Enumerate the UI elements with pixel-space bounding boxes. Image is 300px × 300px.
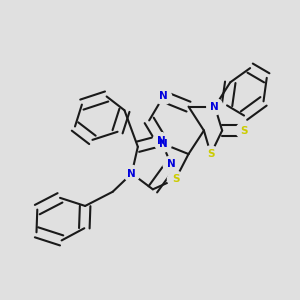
Circle shape: [203, 146, 219, 162]
Circle shape: [163, 156, 179, 172]
Circle shape: [153, 133, 169, 149]
Circle shape: [124, 165, 140, 182]
Text: N: N: [159, 139, 168, 149]
Text: N: N: [128, 169, 136, 178]
Circle shape: [236, 122, 252, 139]
Text: N: N: [159, 92, 168, 101]
Circle shape: [167, 171, 184, 187]
Circle shape: [155, 136, 172, 152]
Text: N: N: [211, 102, 219, 112]
Circle shape: [155, 88, 172, 105]
Text: S: S: [207, 149, 214, 159]
Text: N: N: [167, 159, 176, 169]
Text: S: S: [240, 125, 248, 136]
Text: S: S: [172, 174, 179, 184]
Text: N: N: [157, 136, 165, 146]
Circle shape: [207, 98, 223, 115]
